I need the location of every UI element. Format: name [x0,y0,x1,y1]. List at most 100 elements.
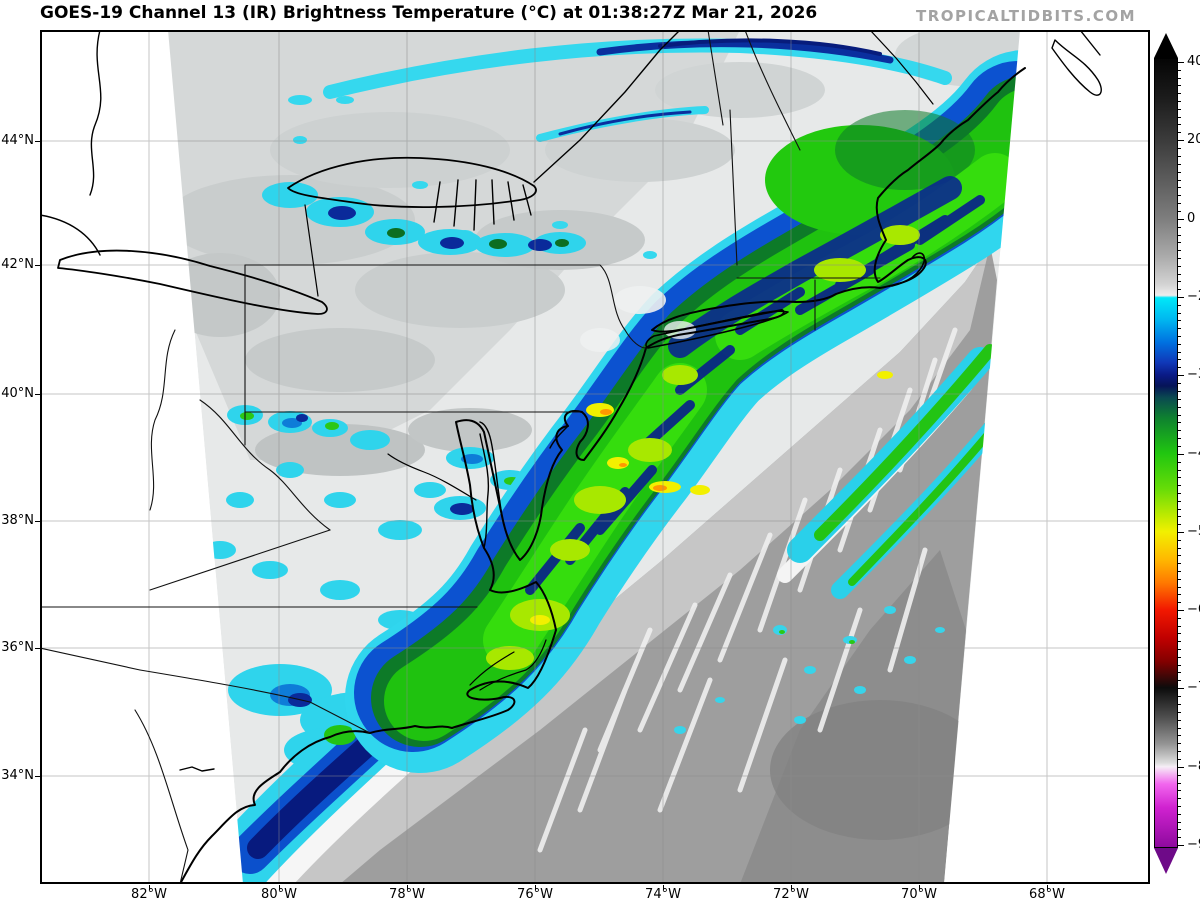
lat-tick-mark [35,141,40,142]
colorbar-minor-tick [1178,720,1181,721]
colorbar-minor-tick [1178,501,1181,502]
lon-tick-mark [535,885,536,890]
colorbar-minor-tick [1178,78,1181,79]
colorbar-tick-label: −80 [1187,759,1200,774]
colorbar-minor-tick [1178,258,1181,259]
lat-tick-label: 36°N [1,640,34,655]
colorbar-minor-tick [1178,516,1181,517]
colorbar-minor-tick [1178,829,1181,830]
map-frame [40,30,1150,884]
long-island-outline [645,310,789,349]
colorbar-minor-tick [1178,85,1181,86]
colorbar-minor-tick [1178,109,1181,110]
ir-imagery-layer [160,23,1100,893]
gulf-of-maine-streaks [674,344,1024,734]
colorbar-minor-tick [1178,70,1181,71]
colorbar-minor-tick [1178,462,1181,463]
lat-tick-label: 40°N [1,386,34,401]
colorbar-gradient [1154,58,1178,848]
jet-cirrus-streaks [288,38,1012,259]
colorbar-minor-tick [1178,336,1181,337]
colorbar-major-tick [1178,454,1184,455]
colorbar-minor-tick [1178,704,1181,705]
colorbar-minor-tick [1178,93,1181,94]
lon-tick-label: 80°W [261,887,297,902]
colorbar-minor-tick [1178,470,1181,471]
colorbar-minor-tick [1178,172,1181,173]
colorbar-minor-tick [1178,641,1181,642]
colorbar-minor-tick [1178,814,1181,815]
lon-tick-label: 68°W [1029,887,1065,902]
colorbar-minor-tick [1178,164,1181,165]
colorbar-major-tick [1178,62,1184,63]
colorbar-minor-tick [1178,203,1181,204]
colorbar-minor-tick [1178,180,1181,181]
colorbar-minor-tick [1178,555,1181,556]
lon-tick-label: 72°W [773,887,809,902]
colorbar-major-tick [1178,297,1184,298]
ocean-cloud-streets [537,327,958,853]
colorbar-minor-tick [1178,587,1181,588]
colorbar-minor-tick [1178,822,1181,823]
niagara-river [304,204,319,297]
lon-tick-label: 74°W [645,887,681,902]
colorbar-minor-tick [1178,438,1181,439]
colorbar-major-tick [1178,845,1184,846]
colorbar-tick-label: −50 [1187,524,1200,539]
colorbar-minor-tick [1178,242,1181,243]
colorbar-minor-tick [1178,274,1181,275]
pamlico-sound-shore [469,639,547,691]
colorbar-minor-tick [1178,281,1181,282]
lat-tick-mark [35,521,40,522]
coldest-tops [486,225,920,670]
page-title: GOES-19 Channel 13 (IR) Brightness Tempe… [40,3,818,23]
maine-canada-border [869,29,934,105]
colorbar-tick-label: −40 [1187,446,1200,461]
colorbar-minor-tick [1178,790,1181,791]
colorbar-minor-tick [1178,250,1181,251]
st-lawrence-river [533,29,681,183]
colorbar-tick-label: 20 [1187,132,1200,147]
colorbar-minor-tick [1178,156,1181,157]
satellite-imagery-svg [39,23,1150,893]
colorbar-minor-tick [1178,712,1181,713]
colorbar-minor-tick [1178,540,1181,541]
sc-lakes [179,766,215,772]
colorbar-bottom-arrow [1154,848,1178,874]
colorbar-minor-tick [1178,571,1181,572]
colorbar-minor-tick [1178,524,1181,525]
colorbar-minor-tick [1178,633,1181,634]
colorbar-minor-tick [1178,391,1181,392]
colorbar-minor-tick [1178,672,1181,673]
colorbar-minor-tick [1178,626,1181,627]
satellite-map [39,23,1150,893]
colorbar-minor-tick [1178,509,1181,510]
colorbar-tick-label: −60 [1187,602,1200,617]
colorbar-minor-tick [1178,493,1181,494]
colorbar-minor-tick [1178,407,1181,408]
lon-tick-mark [279,885,280,890]
colorbar-major-tick [1178,688,1184,689]
colorbar-minor-tick [1178,235,1181,236]
lat-tick-mark [35,265,40,266]
colorbar-tick-label: −70 [1187,680,1200,695]
colorbar-minor-tick [1178,837,1181,838]
colorbar-major-tick [1178,610,1184,611]
colorbar-minor-tick [1178,352,1181,353]
lat-tick-mark [35,648,40,649]
graticule [40,30,1150,884]
colorbar-minor-tick [1178,594,1181,595]
no-data-region-west [40,30,243,884]
colorbar-minor-tick [1178,657,1181,658]
colorbar-minor-tick [1178,383,1181,384]
colorbar-major-tick [1178,532,1184,533]
lon-tick-mark [149,885,150,890]
colorbar-minor-tick [1178,563,1181,564]
potomac-river [387,453,477,501]
colorbar-major-tick [1178,767,1184,768]
lat-tick-label: 34°N [1,768,34,783]
colorbar-tick-label: 0 [1187,211,1196,226]
colorbar-minor-tick [1178,124,1181,125]
colorbar-minor-tick [1178,148,1181,149]
